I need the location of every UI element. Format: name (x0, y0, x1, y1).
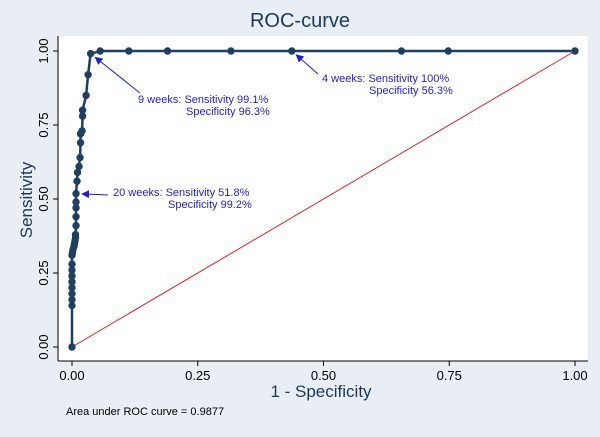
roc-point (72, 213, 80, 221)
x-axis-title: 1 - Specificity (270, 382, 372, 401)
y-axis-title: Sensitivity (17, 161, 36, 238)
roc-point (78, 112, 87, 120)
roc-point (78, 106, 87, 114)
reference-diagonal-line (71, 50, 576, 348)
annotation-line1: 4 weeks: Sensitivity 100% (322, 73, 449, 85)
annotation-arrow (295, 54, 319, 75)
roc-point (86, 49, 95, 58)
annotation-arrow (94, 56, 141, 94)
roc-point (68, 278, 76, 286)
annotation-line1: 20 weeks: Sensitivity 51.8% (113, 187, 250, 199)
roc-point (72, 189, 80, 198)
x-tick-label: 0.75 (437, 368, 462, 383)
y-tick-label: 0.50 (36, 186, 51, 211)
roc-point (68, 343, 76, 351)
roc-point (397, 47, 406, 55)
y-tick-label: 0.75 (36, 112, 51, 137)
roc-point (84, 70, 92, 79)
y-tick-label: 0.00 (36, 334, 51, 359)
roc-point (68, 272, 76, 280)
annotation-line1: 9 weeks: Sensitivity 99.1% (138, 94, 268, 106)
roc-point (75, 162, 83, 171)
roc-point (72, 204, 80, 212)
roc-point (288, 47, 296, 55)
x-tick-label: 1.00 (562, 368, 587, 383)
roc-point (571, 47, 579, 55)
annotation-line2: Specificity 96.3% (186, 106, 270, 118)
plot-area (58, 36, 588, 361)
annotation-arrow (81, 190, 109, 199)
chart-title: ROC-curve (250, 10, 350, 32)
roc-point (72, 198, 80, 206)
y-tick-label: 0.25 (36, 260, 51, 285)
x-tick-label: 0.00 (59, 368, 84, 383)
roc-point (72, 221, 80, 230)
roc-point (68, 290, 76, 298)
roc-point (68, 295, 76, 304)
y-tick-label: 1.00 (36, 38, 51, 63)
roc-point (444, 47, 452, 55)
roc-point (68, 266, 76, 274)
roc-point (73, 168, 82, 177)
roc-point (78, 127, 86, 135)
roc-point (68, 301, 76, 310)
roc-point (82, 91, 90, 100)
roc-point (68, 260, 76, 268)
roc-point (227, 47, 235, 55)
x-tick-label: 0.50 (311, 368, 336, 383)
roc-point (125, 47, 133, 55)
roc-point (71, 230, 80, 239)
roc-point (76, 139, 85, 147)
annotation-line2: Specificity 56.3% (369, 85, 453, 97)
annotation-line2: Specificity 99.2% (168, 199, 252, 211)
roc-point (163, 47, 172, 55)
roc-point (68, 284, 76, 292)
roc-point (76, 153, 84, 162)
roc-point (96, 47, 104, 55)
auc-footer: Area under ROC curve = 0.9877 (66, 406, 224, 418)
roc-point (73, 177, 81, 185)
x-tick-label: 0.25 (185, 368, 210, 383)
